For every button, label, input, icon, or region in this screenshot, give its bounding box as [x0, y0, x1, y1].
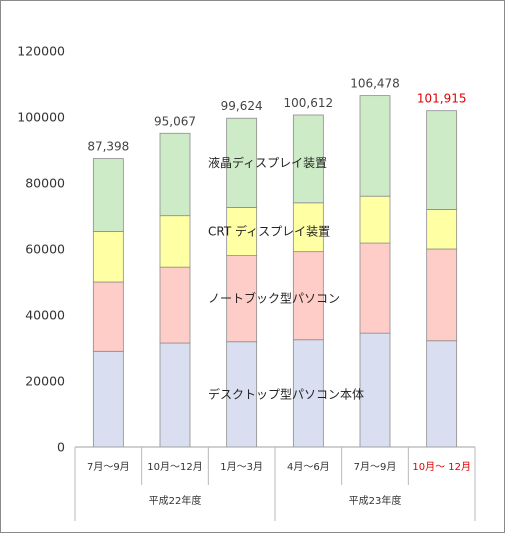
bar-segment [159, 215, 191, 268]
bar-segment [426, 248, 458, 342]
series-label: CRT ディスプレイ装置 [208, 224, 330, 239]
series-label: デスクトップ型パソコン本体 [208, 386, 364, 401]
y-tick-label: 20000 [25, 374, 65, 389]
bar-segment [426, 340, 458, 448]
bar-segment [226, 341, 258, 448]
bar-segment [92, 231, 124, 283]
category-label: 7月～9月 [87, 461, 130, 473]
bar-segment [159, 266, 191, 344]
series-label: 液晶ディスプレイ装置 [208, 155, 327, 170]
total-label: 100,612 [284, 96, 334, 110]
series-label: ノートブック型パソコン [208, 291, 340, 306]
category-label: 10月～ 12月 [412, 461, 471, 473]
total-label: 106,478 [350, 77, 400, 91]
y-tick-label: 0 [57, 440, 65, 455]
bar-segment [226, 255, 258, 343]
category-label: 4月～6月 [287, 461, 330, 473]
category-label: 10月～12月 [147, 461, 202, 473]
fiscal-year-label: 平成23年度 [349, 494, 402, 507]
category-label: 7月～9月 [354, 461, 397, 473]
y-tick-label: 100000 [17, 110, 65, 125]
bar-segment [92, 158, 124, 232]
bar-segment [292, 114, 324, 204]
bar-segment [292, 251, 324, 341]
total-label: 95,067 [154, 114, 196, 128]
bar-segment [292, 202, 324, 253]
total-label: 87,398 [87, 140, 129, 154]
bar-segment [92, 281, 124, 352]
y-tick-label: 40000 [25, 308, 65, 323]
bar-segment [159, 132, 191, 217]
bar-segment [92, 350, 124, 448]
bar-segment [426, 208, 458, 250]
y-tick-label: 120000 [17, 44, 65, 59]
fiscal-year-label: 平成22年度 [149, 494, 202, 507]
bar-segment [426, 110, 458, 210]
bar-segment [359, 332, 391, 448]
bar-segment [359, 242, 391, 334]
bar-segment [359, 195, 391, 244]
category-label: 1月～3月 [220, 461, 263, 473]
bar-segment [226, 117, 258, 208]
bar-segment [159, 342, 191, 448]
y-tick-label: 60000 [25, 242, 65, 257]
total-label: 101,915 [417, 92, 467, 106]
bar-segment [359, 95, 391, 197]
y-tick-label: 80000 [25, 176, 65, 191]
total-label: 99,624 [221, 99, 263, 113]
